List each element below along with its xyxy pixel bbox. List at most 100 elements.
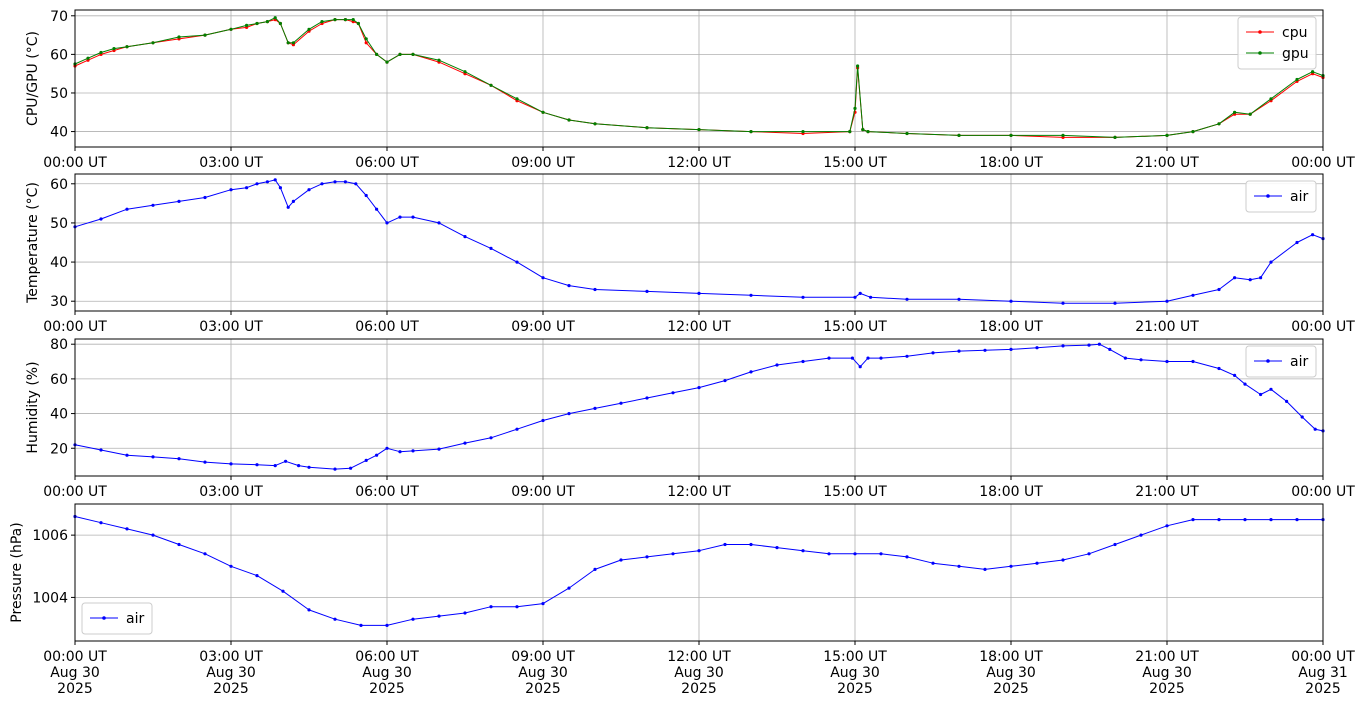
- x-tick-label: 21:00 UT: [1135, 484, 1199, 500]
- data-point: [99, 521, 103, 525]
- data-point: [1035, 561, 1039, 565]
- x-tick-label: 18:00 UT: [979, 484, 1043, 500]
- data-point: [385, 446, 389, 450]
- data-point: [957, 564, 961, 568]
- data-point: [151, 455, 155, 459]
- data-point: [307, 27, 311, 31]
- data-point: [567, 412, 571, 416]
- data-point: [1295, 77, 1299, 82]
- data-point: [856, 64, 860, 68]
- data-point: [375, 207, 379, 211]
- x-tick-label: 18:00 UT: [979, 319, 1043, 335]
- data-point: [1311, 70, 1315, 74]
- x-tick-label: 09:00 UT: [511, 319, 575, 335]
- data-point: [398, 450, 402, 454]
- data-point: [177, 457, 181, 461]
- data-point: [1123, 356, 1127, 360]
- data-point: [1313, 427, 1317, 431]
- data-point: [229, 462, 233, 466]
- data-point: [297, 464, 301, 468]
- y-axis-label: CPU/GPU (°C): [25, 31, 41, 126]
- x-tick-label: 00:00 UT Aug 31 2025: [1291, 649, 1355, 697]
- x-tick-label: 06:00 UT: [355, 155, 419, 171]
- y-tick-label: 60: [50, 372, 68, 388]
- y-tick-label: 80: [50, 337, 68, 353]
- data-point: [697, 386, 701, 390]
- data-point: [273, 16, 277, 20]
- data-point: [265, 20, 269, 24]
- data-point: [307, 608, 311, 612]
- legend-marker: [1258, 51, 1262, 55]
- data-point: [848, 130, 852, 134]
- data-point: [343, 18, 347, 22]
- x-tick-label: 06:00 UT: [355, 319, 419, 335]
- panel-1: 00:00 UT 03:00 UT 06:00 UT 09:00 UT 12:00 UT…: [25, 9, 1355, 171]
- data-point: [291, 41, 295, 45]
- x-tick-label: 00:00 UT: [1291, 319, 1355, 335]
- data-point: [1300, 415, 1304, 419]
- legend: air: [81, 602, 153, 635]
- x-tick-label: 15:00 UT: [823, 484, 887, 500]
- data-point: [697, 549, 701, 553]
- series-line: [74, 343, 1324, 470]
- data-point: [697, 291, 701, 295]
- data-point: [411, 215, 415, 219]
- data-point: [385, 623, 389, 628]
- legend-label: cpu: [1282, 25, 1307, 41]
- data-point: [593, 406, 597, 410]
- data-point: [567, 284, 571, 288]
- data-point: [749, 370, 753, 374]
- data-point: [931, 561, 935, 565]
- data-point: [983, 567, 987, 572]
- data-point: [1269, 260, 1273, 264]
- series-air: [73, 514, 1325, 628]
- data-point: [375, 453, 379, 457]
- data-point: [1165, 359, 1169, 364]
- data-point: [723, 542, 727, 547]
- data-point: [1009, 347, 1013, 351]
- x-tick-label: 18:00 UT: [979, 155, 1043, 171]
- x-tick-label: 00:00 UT: [43, 319, 107, 335]
- data-point: [853, 295, 857, 299]
- data-point: [203, 33, 207, 37]
- data-point: [364, 41, 368, 45]
- x-tick-label: 03:00 UT Aug 30 2025: [199, 649, 263, 697]
- data-point: [333, 467, 337, 471]
- data-point: [125, 45, 129, 49]
- data-point: [957, 349, 961, 353]
- data-point: [255, 574, 259, 578]
- data-point: [1311, 233, 1315, 237]
- data-point: [593, 122, 597, 126]
- y-tick-label: 60: [50, 177, 68, 193]
- data-point: [541, 110, 545, 114]
- data-point: [801, 295, 805, 299]
- data-point: [411, 449, 415, 453]
- data-point: [307, 465, 311, 469]
- y-tick-label: 70: [50, 9, 68, 25]
- data-point: [541, 276, 545, 280]
- data-point: [858, 291, 862, 295]
- data-point: [255, 182, 259, 186]
- data-point: [351, 18, 355, 22]
- data-point: [151, 41, 155, 45]
- data-point: [364, 37, 368, 41]
- data-point: [203, 460, 207, 464]
- data-point: [333, 617, 337, 621]
- x-tick-label: 00:00 UT: [43, 155, 107, 171]
- data-point: [151, 533, 155, 537]
- data-point: [866, 130, 870, 134]
- legend-label: air: [126, 611, 144, 627]
- data-point: [1217, 287, 1221, 292]
- x-tick-label: 09:00 UT: [511, 155, 575, 171]
- data-point: [567, 118, 571, 122]
- legend: air: [1245, 180, 1317, 213]
- data-point: [1233, 276, 1237, 280]
- data-point: [364, 193, 368, 198]
- data-point: [1269, 387, 1273, 391]
- data-point: [1113, 135, 1117, 139]
- data-point: [1165, 133, 1169, 137]
- data-point: [801, 359, 805, 364]
- data-point: [775, 546, 779, 550]
- y-tick-label: 20: [50, 441, 68, 457]
- data-point: [255, 463, 259, 467]
